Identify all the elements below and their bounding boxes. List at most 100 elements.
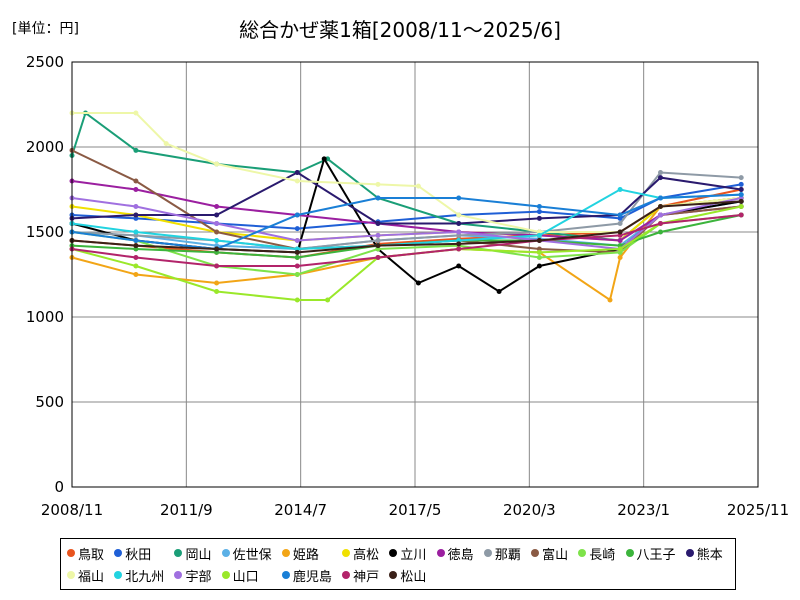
legend-item: 立川 (389, 542, 432, 564)
legend-label: 八王子 (636, 547, 676, 563)
legend-item: 山口 (221, 564, 278, 586)
data-point (456, 263, 462, 269)
data-point (133, 204, 139, 209)
data-point (536, 255, 542, 260)
legend-item: 高松 (342, 542, 385, 564)
data-point (496, 289, 502, 294)
series-line (71, 197, 742, 251)
legend-swatch (389, 571, 398, 579)
data-point (738, 204, 744, 209)
data-point (133, 243, 139, 249)
data-point (617, 246, 623, 252)
data-point (536, 204, 542, 209)
series-line (71, 200, 742, 254)
legend-label: 宇部 (185, 569, 212, 585)
legend-swatch (114, 571, 123, 579)
legend-label: 山口 (232, 569, 259, 585)
legend-item: 富山 (531, 542, 574, 564)
legend: 鳥取 秋田 岡山 佐世保 姫路 高松 立川 徳島 那覇 富山 長崎 八王子 熊本 福山 北九州 宇部 山口 鹿児島… (60, 538, 736, 590)
data-point (133, 178, 139, 184)
data-point (294, 272, 300, 277)
legend-label: 岡山 (185, 547, 212, 563)
x-tick-label: 2008/11 (41, 501, 103, 519)
data-point (536, 249, 542, 255)
legend-item: 宇部 (174, 564, 217, 586)
data-point (294, 170, 300, 175)
legend-label: 高松 (353, 547, 380, 563)
x-tick-label: 2011/9 (160, 501, 213, 519)
data-point (294, 238, 300, 243)
data-point (738, 198, 744, 204)
data-point (294, 212, 300, 218)
legend-swatch (578, 549, 587, 557)
legend-label: 那覇 (494, 547, 521, 563)
data-point (133, 263, 139, 269)
grid-layer (71, 61, 759, 488)
data-point (214, 221, 220, 226)
legend-swatch (531, 549, 540, 557)
data-point (658, 195, 663, 201)
data-point (133, 212, 139, 218)
data-point (658, 229, 663, 235)
legend-swatch (67, 549, 75, 557)
legend-swatch (281, 549, 290, 557)
y-tick-label: 2000 (26, 138, 64, 156)
y-tick-label: 2500 (26, 53, 64, 71)
data-point (214, 246, 220, 252)
legend-item: 松山 (389, 564, 432, 586)
legend-label: 徳島 (447, 547, 474, 563)
plot-border (71, 61, 759, 488)
legend-label: 鳥取 (78, 547, 105, 563)
legend-swatch (389, 549, 398, 557)
legend-swatch (221, 571, 230, 579)
data-point (321, 156, 327, 162)
data-point (607, 297, 613, 303)
legend-item: 徳島 (436, 542, 480, 564)
data-point (415, 280, 421, 286)
legend-label: 松山 (400, 569, 427, 585)
legend-item: 鹿児島 (281, 564, 338, 586)
data-point (214, 238, 220, 243)
data-point (163, 141, 169, 147)
legend-label: 福山 (78, 569, 105, 585)
data-point (214, 280, 220, 286)
legend-label: 熊本 (696, 547, 723, 563)
legend-item: 八王子 (625, 542, 682, 564)
legend-swatch (174, 571, 183, 579)
y-tick-label: 500 (35, 393, 64, 411)
data-point (375, 195, 381, 201)
legend-item: 福山 (67, 564, 110, 586)
data-point (133, 229, 139, 235)
series-line (71, 171, 742, 251)
legend-label: 富山 (542, 547, 569, 563)
x-tick-label: 2023/1 (617, 501, 670, 519)
x-tick-label: 2014/7 (274, 501, 327, 519)
y-tick-label: 1500 (26, 223, 64, 241)
legend-item: 鳥取 (67, 542, 110, 564)
legend-item: 姫路 (281, 542, 338, 564)
legend-item: 長崎 (578, 542, 621, 564)
data-point (617, 229, 623, 235)
legend-label: 立川 (400, 547, 427, 563)
legend-item: 神戸 (342, 564, 385, 586)
data-point (133, 110, 139, 116)
legend-swatch (342, 571, 351, 579)
legend-label: 神戸 (353, 569, 380, 585)
data-point (375, 238, 381, 243)
data-point (617, 255, 623, 260)
legend-swatch (436, 549, 445, 557)
data-point (133, 187, 139, 192)
data-point (536, 209, 542, 215)
series-line (71, 193, 742, 251)
legend-label: 姫路 (292, 547, 319, 563)
data-point (375, 181, 381, 187)
data-point (294, 249, 300, 255)
x-tick-label: 2017/5 (389, 501, 442, 519)
data-point (294, 226, 300, 232)
data-point (617, 187, 623, 192)
data-point (294, 263, 300, 269)
data-point (536, 215, 542, 221)
legend-item: 秋田 (114, 542, 170, 564)
legend-item: 佐世保 (221, 542, 278, 564)
